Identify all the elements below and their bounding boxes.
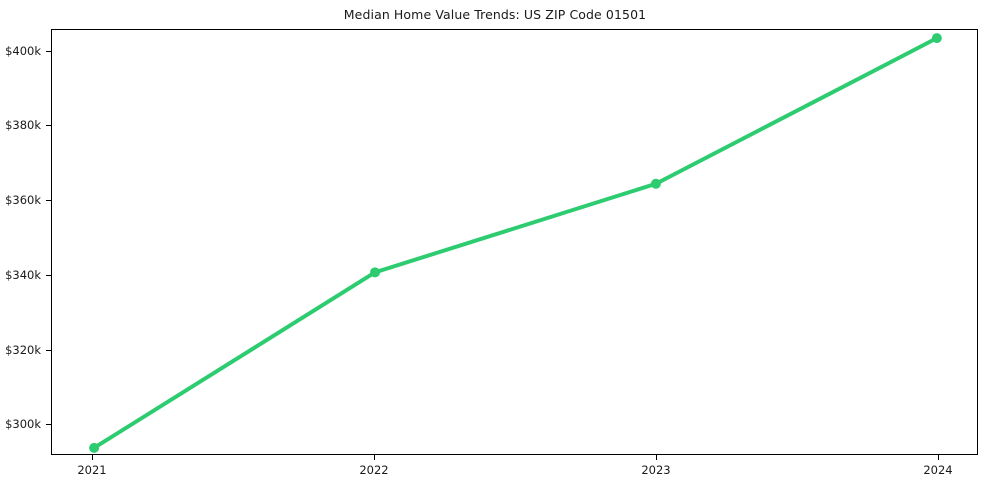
chart-title: Median Home Value Trends: US ZIP Code 01… (343, 7, 647, 22)
y-axis-tick-mark-320k (46, 350, 51, 351)
data-point-2022 (370, 267, 381, 278)
x-axis-tick-mark-2021 (92, 455, 93, 460)
data-point-2023 (650, 178, 661, 189)
plot-area (51, 29, 978, 455)
y-axis-tick-label-400k: $400k (5, 44, 41, 58)
y-axis-tick-label-360k: $360k (5, 193, 41, 207)
y-axis-tick-label-340k: $340k (5, 268, 41, 282)
data-point-2021 (89, 442, 100, 453)
x-axis-tick-label-2024: 2024 (923, 463, 953, 477)
x-axis-tick-label-2022: 2022 (359, 463, 389, 477)
series-markers (89, 33, 942, 453)
data-point-2024 (931, 33, 942, 44)
y-axis-tick-mark-400k (46, 51, 51, 52)
y-axis-tick-label-380k: $380k (5, 118, 41, 132)
x-axis-tick-mark-2023 (656, 455, 657, 460)
y-axis-tick-mark-340k (46, 275, 51, 276)
y-axis-tick-mark-380k (46, 125, 51, 126)
y-axis-tick-label-300k: $300k (5, 417, 41, 431)
x-axis-tick-mark-2024 (938, 455, 939, 460)
y-axis-tick-label-320k: $320k (5, 343, 41, 357)
x-axis-tick-mark-2022 (374, 455, 375, 460)
series-line-median-home-value (92, 36, 939, 450)
line-chart-svg (89, 33, 942, 453)
y-axis-tick-mark-360k (46, 200, 51, 201)
y-axis-tick-mark-300k (46, 424, 51, 425)
x-axis-tick-label-2023: 2023 (641, 463, 671, 477)
x-axis-tick-label-2021: 2021 (77, 463, 107, 477)
